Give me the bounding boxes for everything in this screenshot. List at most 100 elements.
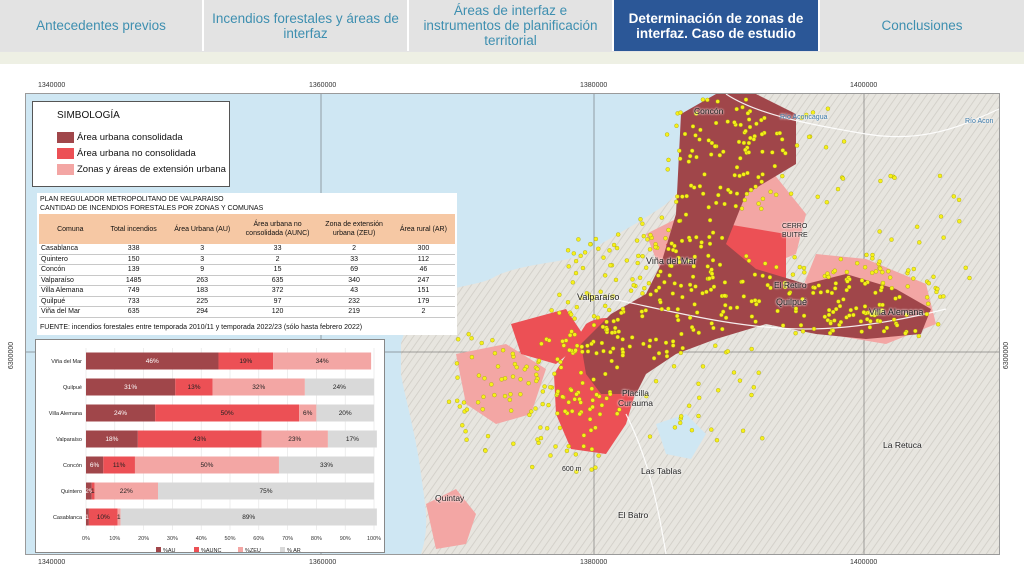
table-title: PLAN REGULADOR METROPOLITANO DE VALPARAI…: [40, 196, 224, 203]
fire-point: [707, 276, 712, 281]
place-las-tablas: Las Tablas: [641, 466, 682, 476]
fire-point: [631, 283, 636, 288]
coord-top-3: 1380000: [580, 82, 608, 89]
fire-point: [659, 215, 664, 220]
chart-data-label: 31%: [124, 384, 137, 391]
chart-data-label: 18%: [105, 436, 118, 443]
stats-table: Comuna Total incendios Área Urbana (AU) …: [39, 214, 455, 318]
fire-point: [548, 385, 553, 390]
fire-point: [676, 255, 681, 261]
fire-point: [647, 338, 653, 343]
fire-point: [569, 388, 574, 393]
legend-label: Área urbana consolidada: [77, 132, 183, 143]
fire-point: [514, 365, 519, 370]
zone-urbana-consolidada: [581, 94, 931, 394]
tab-incendios[interactable]: Incendios forestales y áreas de interfaz: [204, 0, 409, 51]
cell-value: 263: [165, 275, 239, 286]
fire-point: [670, 339, 676, 344]
fire-point: [691, 264, 696, 269]
fire-point: [502, 393, 508, 399]
fire-point: [840, 176, 846, 181]
fire-point: [580, 380, 585, 386]
coord-bottom-1: 1340000: [38, 559, 66, 566]
tab-determinacion[interactable]: Determinación de zonas de interfaz. Caso…: [614, 0, 820, 51]
fire-point: [697, 137, 702, 142]
fire-point: [663, 236, 668, 241]
fire-point: [588, 242, 593, 247]
chart-data-label: 20%: [339, 410, 352, 417]
fire-point: [858, 319, 864, 324]
fire-point: [825, 106, 831, 111]
fire-point: [693, 133, 698, 138]
fire-point: [725, 349, 730, 354]
fire-point: [679, 331, 684, 337]
fire-point: [798, 323, 804, 328]
fire-point: [868, 319, 873, 324]
fire-point: [801, 313, 807, 318]
fire-point: [720, 326, 725, 332]
chart-bar-au: [86, 456, 104, 474]
chart-data-label: 13%: [187, 384, 200, 391]
fire-point: [530, 464, 535, 470]
fire-point: [811, 290, 816, 296]
fire-point: [722, 280, 728, 285]
fire-point: [741, 140, 747, 146]
fire-point: [770, 150, 775, 155]
cell-value: 225: [165, 296, 239, 307]
stats-panel: PLAN REGULADOR METROPOLITANO DE VALPARAI…: [37, 193, 457, 335]
fire-point: [574, 469, 579, 474]
fire-point: [924, 311, 929, 317]
fire-point: [787, 291, 792, 296]
fire-point: [728, 305, 733, 311]
cell-value: 1485: [101, 275, 166, 286]
fire-point: [495, 364, 501, 369]
fire-point: [859, 278, 865, 283]
fire-point: [783, 151, 788, 156]
fire-point: [522, 367, 527, 372]
fire-point: [466, 332, 471, 337]
chart-tick-label: 80%: [311, 536, 322, 542]
fire-point: [693, 284, 698, 289]
coord-top-4: 1400000: [850, 82, 878, 89]
fire-point: [815, 194, 820, 199]
tab-antecedentes[interactable]: Antecedentes previos: [0, 0, 204, 51]
fire-point: [666, 246, 671, 252]
fire-point: [799, 115, 804, 121]
legend-item-extension: Zonas y áreas de extensión urbana: [57, 164, 226, 175]
fire-point: [957, 219, 962, 224]
fire-point: [774, 264, 779, 270]
fire-point: [579, 344, 584, 349]
fire-point: [829, 290, 835, 296]
fire-point: [672, 425, 678, 430]
fire-point: [746, 140, 752, 146]
fire-point: [490, 338, 495, 343]
fire-point: [888, 173, 893, 179]
legend-item-no-consolidada: Área urbana no consolidada: [57, 148, 196, 159]
fire-point: [709, 140, 715, 146]
fire-point: [793, 306, 799, 311]
cell-value: 2: [391, 306, 455, 318]
table-row: Viña del Mar 635 294 120 219 2: [39, 306, 455, 318]
chart-legend-swatch: [238, 547, 243, 552]
fire-point: [881, 329, 887, 334]
fire-point: [782, 280, 788, 286]
fire-point: [734, 106, 739, 112]
fire-point: [599, 403, 605, 408]
fire-point: [823, 145, 829, 150]
chart-bar-ar: [327, 430, 377, 448]
fire-point: [861, 310, 866, 315]
fire-point: [713, 120, 719, 126]
tab-areas-interfaz[interactable]: Áreas de interfaz e instrumentos de plan…: [409, 0, 614, 51]
fire-point: [701, 191, 706, 196]
cell-value: 3: [165, 254, 239, 265]
fire-point: [557, 292, 562, 297]
chart-category-label: Quintero: [61, 489, 82, 495]
fire-point: [664, 349, 669, 354]
fire-point: [566, 264, 571, 269]
tab-conclusiones[interactable]: Conclusiones: [820, 0, 1024, 51]
fire-point: [916, 333, 921, 339]
fire-point: [563, 338, 569, 343]
fire-point: [527, 412, 532, 418]
chart-bar-au: [86, 404, 156, 422]
fire-point: [894, 323, 900, 328]
